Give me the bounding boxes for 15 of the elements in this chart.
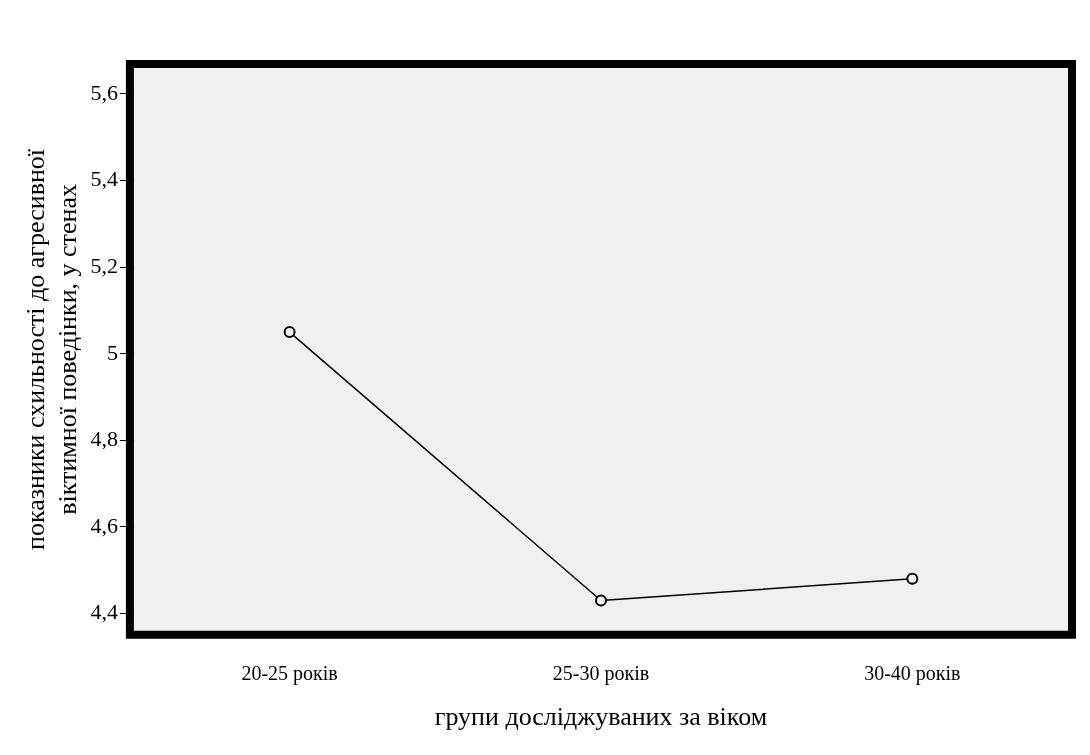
point: [906, 572, 919, 585]
y-axis-title: показники схильності до агресивної віктимної поведінки, у стенах: [21, 148, 82, 550]
x-tick-label: 20-25 років: [241, 662, 338, 686]
y-tick-label: 4,4: [90, 599, 118, 625]
y-tick-label: 4,6: [90, 512, 118, 538]
y-tick-label: 4,8: [90, 426, 118, 452]
point: [283, 326, 296, 339]
y-tick-label: 5,2: [90, 252, 118, 278]
y-tick-label: 5,6: [90, 79, 118, 105]
x-tick-label: 30-40 років: [864, 662, 961, 686]
y-tick-label: 5: [106, 339, 118, 365]
y-tick-label: 5,4: [90, 166, 118, 192]
point: [594, 594, 607, 607]
x-axis-title: групи досліджуваних за віком: [434, 702, 768, 732]
x-tick-label: 25-30 років: [552, 662, 650, 686]
